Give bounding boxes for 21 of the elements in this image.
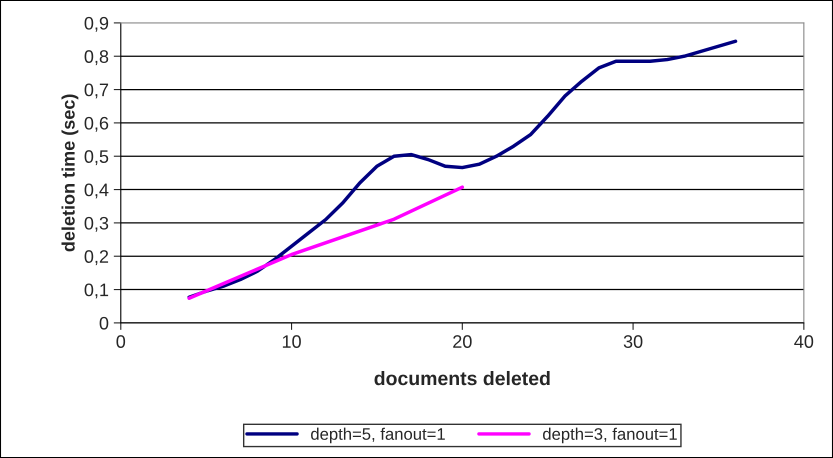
y-tick-label: 0,8 <box>84 50 108 66</box>
x-tick-label: 10 <box>282 335 301 348</box>
legend-label: depth=5, fanout=1 <box>311 428 445 444</box>
x-tick-label: 40 <box>794 335 814 348</box>
y-tick-label: 0 <box>100 316 108 330</box>
y-tick-label: 0,1 <box>84 283 108 298</box>
x-tick-label: 0 <box>116 335 126 348</box>
x-tick-label: 20 <box>453 335 472 348</box>
y-tick-label: 0,5 <box>84 150 108 166</box>
legend-label: depth=3, fanout=1 <box>543 428 677 444</box>
y-tick-label: 0,7 <box>84 84 108 98</box>
y-axis-title: deletion time (sec) <box>61 94 78 252</box>
y-tick-label: 0,4 <box>84 183 108 198</box>
y-tick-label: 0,9 <box>84 16 108 32</box>
y-tick-label: 0,3 <box>84 216 108 232</box>
x-tick-label: 30 <box>624 335 642 348</box>
y-tick-label: 0,6 <box>84 116 108 132</box>
line-series <box>187 185 464 300</box>
line-series <box>187 40 738 299</box>
y-tick-label: 0,2 <box>84 250 108 266</box>
x-axis-title: documents deleted <box>374 370 550 386</box>
